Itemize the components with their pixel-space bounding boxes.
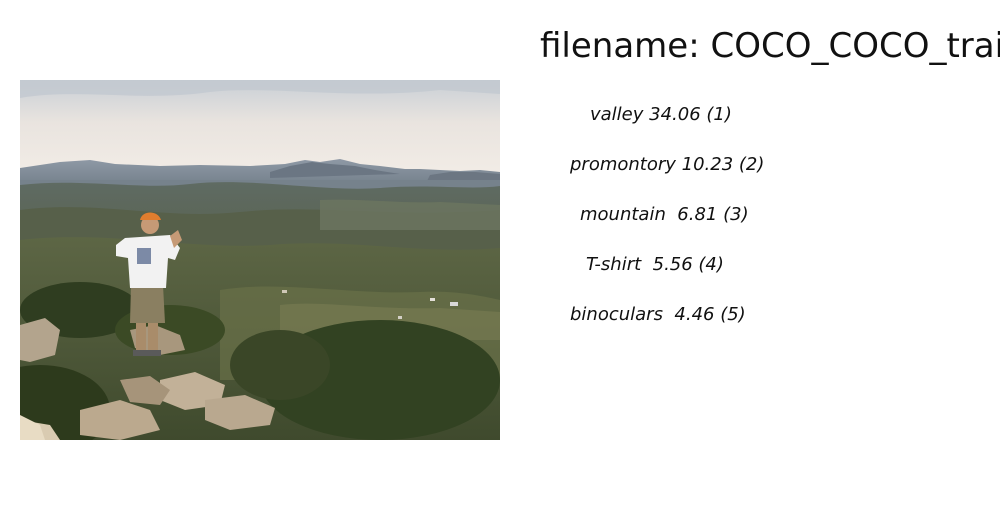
prediction-4: T-shirt 5.56 (4): [586, 254, 724, 275]
landscape-image: [20, 80, 500, 440]
prediction-2: promontory 10.23 (2): [570, 154, 765, 175]
prediction-3: mountain 6.81 (3): [580, 204, 749, 225]
filename-label: filename: COCO_COCO_train: [540, 26, 1000, 66]
hiker-figure: [116, 212, 182, 356]
prediction-5: binoculars 4.46 (5): [570, 304, 746, 325]
landscape-photo: [20, 80, 500, 440]
prediction-1: valley 34.06 (1): [590, 104, 732, 125]
